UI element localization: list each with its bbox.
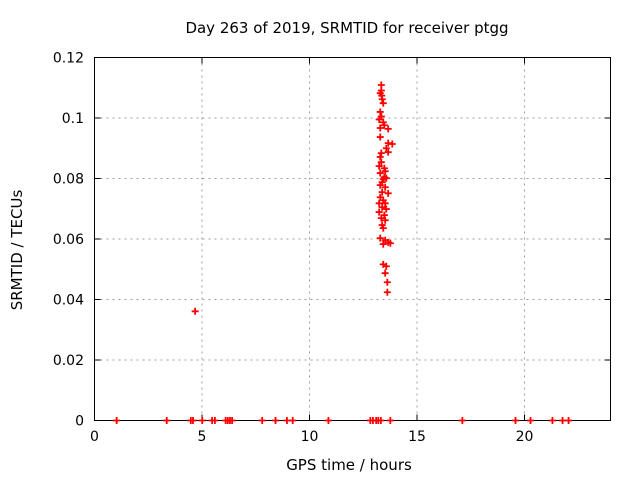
data-point-marker (381, 199, 389, 207)
data-point-marker (375, 208, 383, 216)
x-axis-label: GPS time / hours (286, 456, 412, 474)
data-point-marker (376, 153, 384, 161)
data-point-marker (527, 417, 535, 424)
data-point-marker (380, 121, 388, 129)
data-point-marker (548, 417, 556, 424)
data-point-marker (375, 116, 383, 124)
y-axis-label: SRMTID / TECUs (8, 190, 26, 311)
data-point-marker (511, 417, 519, 424)
data-point-marker (386, 417, 394, 424)
data-point-marker (198, 417, 206, 424)
data-point-marker (376, 133, 384, 141)
data-point-marker (376, 234, 384, 242)
data-point-marker (228, 417, 236, 424)
data-point-marker (382, 262, 390, 270)
data-point-marker (377, 417, 385, 424)
data-point-marker (378, 95, 386, 103)
data-point-marker (377, 214, 385, 222)
data-point-marker (113, 417, 121, 424)
data-point-marker (383, 288, 391, 296)
data-point-marker (378, 203, 386, 211)
data-point-marker (272, 417, 280, 424)
data-point-marker (189, 417, 197, 424)
data-point-marker (163, 417, 171, 424)
data-point-marker (376, 124, 384, 132)
data-point-marker (191, 307, 199, 315)
y-tick-label: 0.12 (53, 51, 84, 67)
data-point-marker (382, 144, 390, 152)
data-point-marker (378, 188, 386, 196)
x-tick-label: 20 (516, 429, 534, 445)
data-point-marker (382, 205, 390, 213)
data-point-marker (458, 417, 466, 424)
data-point-marker (379, 224, 387, 232)
y-tick-label: 0.06 (53, 232, 84, 248)
data-point-marker (386, 239, 394, 247)
data-point-marker (289, 417, 297, 424)
data-point-marker (383, 278, 391, 286)
data-point-marker (381, 167, 389, 175)
plot-area: 0 5 10 15 20 0 0.02 0.04 0.06 0.08 0.1 0.12 (53, 51, 611, 445)
data-point-marker (324, 417, 332, 424)
data-point-marker (375, 162, 383, 170)
data-point-marker (565, 417, 573, 424)
data-point-marker (376, 108, 384, 116)
y-tick-label: 0 (75, 414, 84, 430)
y-tick-label: 0.1 (62, 111, 84, 127)
data-point-marker (376, 181, 384, 189)
data-point-marker (384, 139, 392, 147)
data-point-marker (211, 417, 219, 424)
data-point-marker (377, 149, 385, 157)
data-point-marker (384, 189, 392, 197)
data-point-marker (381, 216, 389, 224)
y-tick-label: 0.02 (53, 353, 84, 369)
x-tick-label: 15 (408, 429, 426, 445)
chart-title: Day 263 of 2019, SRMTID for receiver ptg… (185, 19, 508, 37)
data-point-marker (559, 417, 567, 424)
data-point-marker (384, 148, 392, 156)
x-tick-label: 0 (90, 429, 99, 445)
data-point-marker (379, 99, 387, 107)
x-tick-label: 5 (198, 429, 207, 445)
data-point-marker (377, 158, 385, 166)
data-point-marker (379, 240, 387, 248)
data-point-marker (381, 183, 389, 191)
y-tick-label: 0.04 (53, 293, 84, 309)
data-point-marker (258, 417, 266, 424)
x-tick-label: 10 (301, 429, 319, 445)
data-point-marker (384, 125, 392, 133)
data-point-marker (381, 269, 389, 277)
data-point-marker (376, 169, 384, 177)
y-tick-label: 0.08 (53, 172, 84, 188)
data-point-marker (388, 140, 396, 148)
data-point-marker (375, 199, 383, 207)
